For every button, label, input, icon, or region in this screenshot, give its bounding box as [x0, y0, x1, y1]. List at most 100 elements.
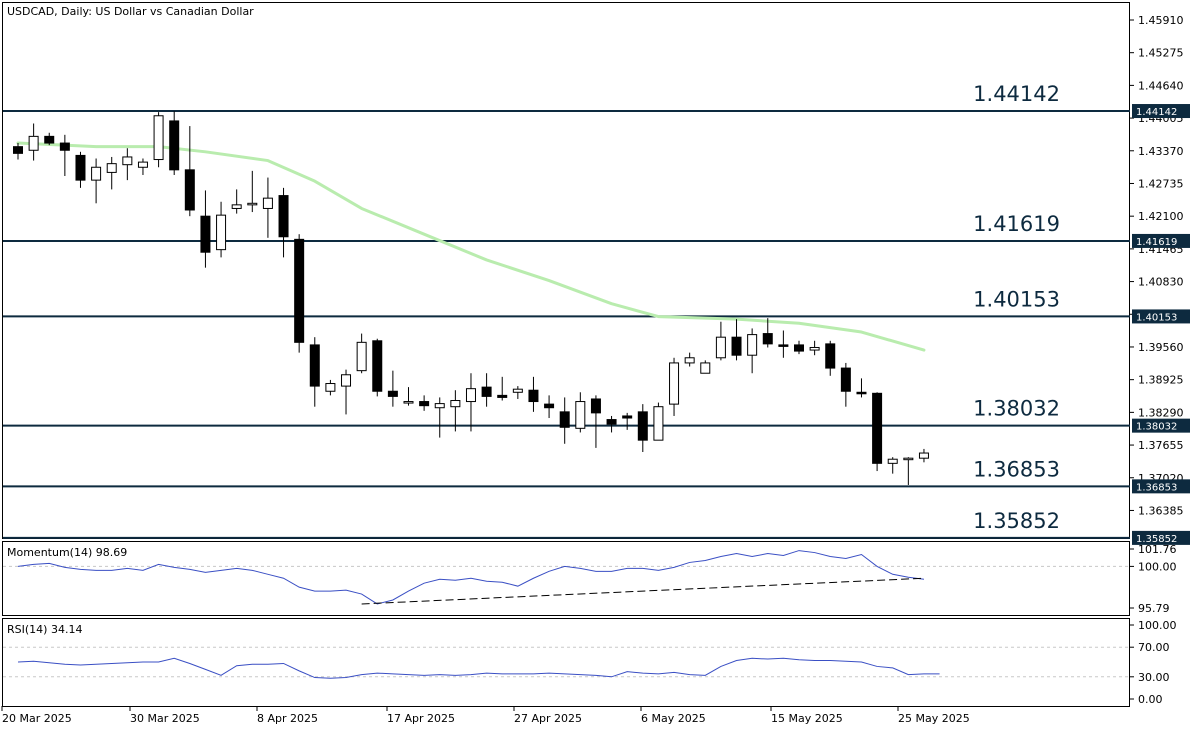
- y-tick-label: 1.40830: [1138, 276, 1184, 289]
- rsi-line: [17, 657, 940, 679]
- rsi-tick-label: 70.00: [1138, 641, 1170, 654]
- candle-body: [840, 367, 851, 392]
- candle-body: [778, 344, 789, 347]
- candle-body: [653, 406, 664, 441]
- rsi-title: RSI(14) 34.14: [7, 623, 82, 636]
- candle-body: [372, 340, 383, 392]
- level-price-tag: [1132, 233, 1190, 248]
- candle-body: [465, 388, 476, 403]
- y-tick-label: 1.42735: [1138, 177, 1184, 190]
- candle-body: [13, 146, 23, 154]
- y-tick-label: 1.45910: [1138, 14, 1184, 27]
- candle-body: [700, 362, 711, 374]
- level-price-tag: [1132, 104, 1190, 119]
- y-tick-label: 1.38290: [1138, 406, 1184, 419]
- candle-body: [59, 142, 70, 151]
- candle-body: [262, 197, 273, 209]
- momentum-line: [17, 550, 925, 605]
- level-label: 1.40153: [973, 287, 1060, 311]
- candle-body: [387, 390, 398, 397]
- candle-body: [512, 388, 523, 393]
- level-label: 1.35852: [973, 509, 1060, 533]
- candle-body: [356, 341, 367, 372]
- momentum-trendline: [361, 577, 924, 605]
- candle-body: [544, 403, 555, 409]
- candle-body: [762, 333, 773, 345]
- x-tick-label: 15 May 2025: [771, 712, 843, 725]
- level-label: 1.38032: [973, 397, 1060, 421]
- y-tick-label: 1.36385: [1138, 504, 1184, 517]
- rsi-tick-label: 30.00: [1138, 671, 1170, 684]
- level-label: 1.41619: [973, 212, 1060, 236]
- y-tick-label: 1.42100: [1138, 210, 1184, 223]
- candle-body: [497, 394, 508, 398]
- y-tick-label: 1.45275: [1138, 47, 1184, 60]
- candle-body: [637, 411, 648, 441]
- y-tick-label: 1.44640: [1138, 79, 1184, 92]
- candle-body: [75, 154, 86, 181]
- candle-body: [122, 156, 133, 166]
- candle-body: [481, 386, 492, 397]
- y-tick-label: 1.38925: [1138, 374, 1184, 387]
- candle-body: [715, 336, 726, 359]
- candle-body: [294, 238, 305, 343]
- candle-body: [278, 195, 289, 238]
- candle-body: [528, 389, 539, 403]
- candle-body: [44, 135, 55, 144]
- level-price-tag-label: 1.38032: [1136, 422, 1177, 433]
- candle-body: [106, 163, 117, 173]
- level-price-tag-label: 1.40153: [1136, 312, 1177, 323]
- candle-body: [809, 346, 820, 351]
- candle-body: [434, 403, 445, 409]
- candle-body: [903, 457, 914, 461]
- x-tick-label: 25 May 2025: [898, 712, 970, 725]
- x-tick-label: 17 Apr 2025: [387, 712, 455, 725]
- candle-body: [559, 411, 570, 428]
- rsi-tick-label: 100.00: [1138, 619, 1177, 632]
- candle-body: [28, 135, 39, 151]
- y-tick-label: 1.43370: [1138, 145, 1184, 158]
- candle-body: [309, 344, 320, 387]
- candle-body: [403, 401, 414, 404]
- candle-body: [231, 204, 242, 209]
- momentum-panel-frame: [2, 541, 1130, 616]
- candle-body: [91, 166, 102, 181]
- momentum-tick-label: 95.79: [1138, 602, 1170, 615]
- candle-body: [794, 344, 804, 352]
- x-tick-label: 30 Mar 2025: [130, 712, 200, 725]
- x-tick-label: 20 Mar 2025: [2, 712, 72, 725]
- candle-body: [918, 452, 929, 459]
- candle-body: [622, 415, 633, 419]
- candle-body: [825, 343, 836, 369]
- momentum-title: Momentum(14) 98.69: [7, 546, 127, 559]
- candle-body: [450, 400, 461, 408]
- candle-body: [887, 458, 898, 464]
- candle-body: [153, 115, 164, 161]
- candle-body: [856, 391, 867, 395]
- level-price-tag-label: 1.35852: [1136, 534, 1177, 545]
- level-price-tag-label: 1.36853: [1136, 482, 1177, 493]
- candle-body: [872, 392, 883, 464]
- candle-body: [684, 357, 695, 364]
- candle-body: [216, 214, 227, 251]
- x-tick-label: 6 May 2025: [641, 712, 706, 725]
- level-price-tag: [1132, 309, 1190, 324]
- x-tick-label: 27 Apr 2025: [514, 712, 582, 725]
- candle-body: [669, 362, 680, 405]
- level-label: 1.36853: [973, 457, 1060, 481]
- candle-body: [575, 401, 586, 429]
- rsi-panel-frame: [2, 618, 1130, 707]
- candle-body: [184, 169, 195, 211]
- level-price-tag-label: 1.44142: [1136, 107, 1177, 118]
- rsi-tick-label: 0.00: [1138, 693, 1163, 706]
- candle-body: [341, 374, 352, 387]
- y-tick-label: 1.39560: [1138, 341, 1184, 354]
- candle-body: [169, 120, 180, 171]
- candle-body: [247, 202, 258, 206]
- candle-body: [325, 383, 336, 392]
- y-tick-label: 1.37655: [1138, 439, 1184, 452]
- candle-body: [590, 398, 601, 414]
- candle-body: [731, 336, 742, 356]
